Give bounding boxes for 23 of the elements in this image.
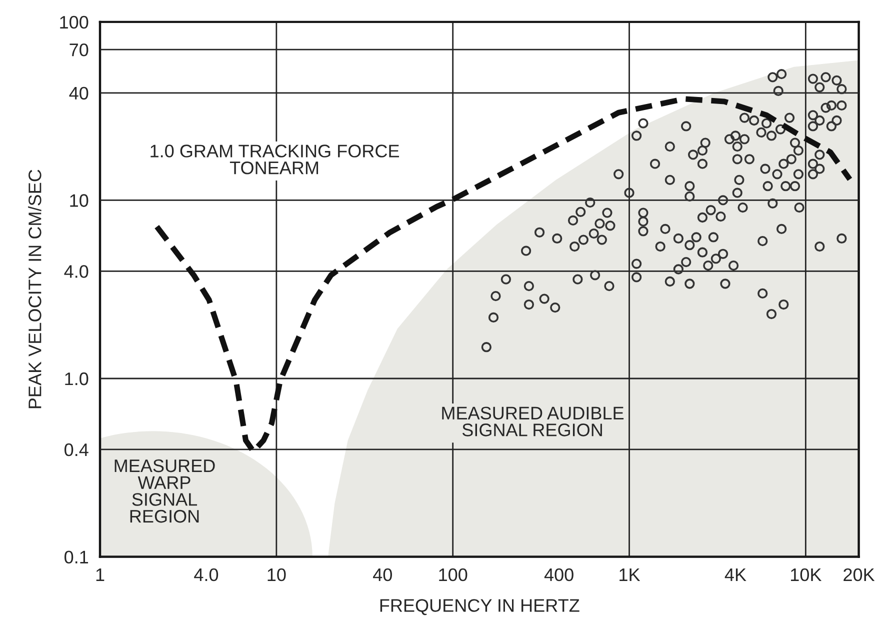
y-tick-label: 1.0 <box>65 372 88 386</box>
y-tick-label: 0.4 <box>64 443 88 456</box>
x-axis-title: FREQUENCY IN HERTZ <box>380 599 580 616</box>
x-tick-label: 400 <box>544 568 574 582</box>
y-tick-label: 100 <box>60 16 88 29</box>
y-axis-title: PEAK VELOCITY IN CM/SEC <box>28 170 42 408</box>
x-tick-label: 10 <box>268 568 286 582</box>
x-tick-label: 20K <box>844 568 875 582</box>
y-tick-label: 10 <box>70 194 88 207</box>
x-tick-label: 10K <box>790 568 822 582</box>
annotation: 1.0 GRAM TRACKING FORCE TONEARM <box>150 144 399 174</box>
x-tick-label: 4.0 <box>194 568 218 582</box>
y-tick-label: 4.0 <box>64 265 88 278</box>
y-tick-label: 0.1 <box>64 550 88 564</box>
y-tick-label: 40 <box>69 86 88 100</box>
x-tick-label: 100 <box>439 568 468 582</box>
x-tick-label: 1K <box>620 568 640 581</box>
y-tick-label: 70 <box>70 43 88 56</box>
annotation: MEASURED AUDIBLE SIGNAL REGION <box>442 406 624 436</box>
x-tick-label: 40 <box>373 568 392 582</box>
x-tick-label: 1 <box>96 568 104 581</box>
x-tick-label: 4K <box>724 568 746 581</box>
annotation: MEASURED WARP SIGNAL REGION <box>114 459 215 523</box>
